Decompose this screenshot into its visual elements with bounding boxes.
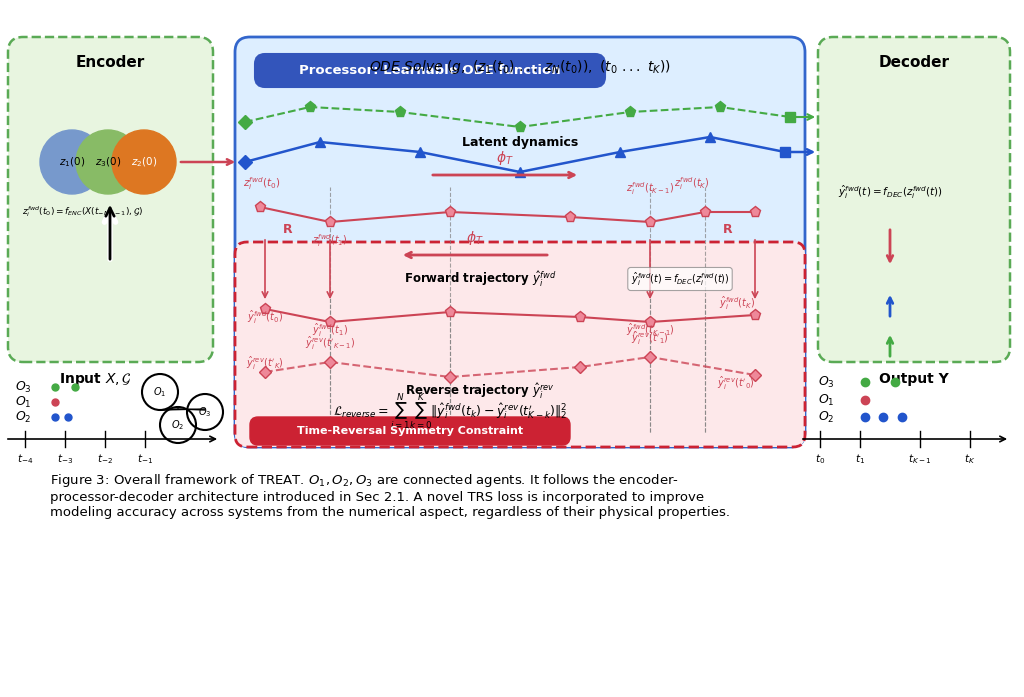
- Text: Time-Reversal Symmetry Constraint: Time-Reversal Symmetry Constraint: [297, 426, 523, 436]
- Text: $\hat{y}_i^{fwd}(t) = f_{DEC}(z_i^{fwd}(t))$: $\hat{y}_i^{fwd}(t) = f_{DEC}(z_i^{fwd}(…: [631, 270, 729, 288]
- Text: $\phi_T$: $\phi_T$: [466, 229, 484, 247]
- Text: $O_1$: $O_1$: [818, 392, 835, 408]
- Text: $t_{-2}$: $t_{-2}$: [97, 452, 113, 466]
- Text: $z_3(0)$: $z_3(0)$: [95, 155, 121, 169]
- Text: $t_1$: $t_1$: [855, 452, 865, 466]
- Text: $z_i^{fwd}(t_1)$: $z_i^{fwd}(t_1)$: [312, 232, 348, 249]
- FancyBboxPatch shape: [234, 37, 805, 447]
- Text: $z_2(0)$: $z_2(0)$: [131, 155, 157, 169]
- Text: $t_K$: $t_K$: [965, 452, 976, 466]
- Text: $\hat{y}_i^{fwd}(t) = f_{DEC}(z_i^{fwd}(t))$: $\hat{y}_i^{fwd}(t) = f_{DEC}(z_i^{fwd}(…: [838, 183, 942, 201]
- Text: $\hat{y}_i^{fwd}(t_{K-1})$: $\hat{y}_i^{fwd}(t_{K-1})$: [626, 322, 675, 339]
- Text: $z_i^{fwd}(t_{K-1})$: $z_i^{fwd}(t_{K-1})$: [626, 181, 674, 197]
- Text: $t_{-4}$: $t_{-4}$: [16, 452, 33, 466]
- Text: Input $X, \mathcal{G}$: Input $X, \mathcal{G}$: [58, 371, 131, 388]
- Text: $t_{-1}$: $t_{-1}$: [137, 452, 153, 466]
- Text: $\hat{y}_i^{fwd}(t_1)$: $\hat{y}_i^{fwd}(t_1)$: [312, 322, 348, 339]
- Text: Output Y: Output Y: [880, 372, 949, 386]
- Text: $O_1$: $O_1$: [154, 385, 167, 399]
- Text: $O_1$: $O_1$: [15, 395, 32, 410]
- Text: $t_0$: $t_0$: [815, 452, 825, 466]
- Text: Reverse trajectory $\hat{y}_i^{rev}$: Reverse trajectory $\hat{y}_i^{rev}$: [406, 382, 555, 401]
- Text: $\hat{y}_i^{rev}(t'_0)$: $\hat{y}_i^{rev}(t'_0)$: [717, 375, 755, 392]
- Text: $\hat{y}_i^{rev}(t'_{K-1})$: $\hat{y}_i^{rev}(t'_{K-1})$: [305, 335, 355, 352]
- Text: Latent dynamics: Latent dynamics: [462, 135, 579, 148]
- Text: $O_2$: $O_2$: [15, 409, 32, 424]
- Text: $ODE\ Solve\ (g,\ (z_1(t_0)\ ...\ z_N(t_0)),\ (t_0\ ...\ t_K))$: $ODE\ Solve\ (g,\ (z_1(t_0)\ ...\ z_N(t_…: [369, 58, 671, 76]
- Text: $\hat{y}_i^{rev}(t'_K)$: $\hat{y}_i^{rev}(t'_K)$: [246, 355, 284, 372]
- Text: $t_{-3}$: $t_{-3}$: [57, 452, 73, 466]
- FancyBboxPatch shape: [255, 54, 605, 87]
- Text: $z_1(0)$: $z_1(0)$: [59, 155, 85, 169]
- Circle shape: [112, 130, 176, 194]
- Text: Forward trajectory $\hat{y}_i^{fwd}$: Forward trajectory $\hat{y}_i^{fwd}$: [403, 269, 556, 289]
- Text: $O_3$: $O_3$: [199, 405, 212, 419]
- Text: R: R: [284, 222, 293, 236]
- Text: $O_3$: $O_3$: [15, 379, 32, 395]
- Text: $z_i^{fwd}(t_K)$: $z_i^{fwd}(t_K)$: [675, 175, 710, 192]
- Text: $z_i^{fwd}(t_0)$: $z_i^{fwd}(t_0)$: [244, 175, 281, 192]
- Text: R: R: [723, 222, 733, 236]
- Text: $\hat{y}_i^{fwd}(t_K)$: $\hat{y}_i^{fwd}(t_K)$: [719, 295, 755, 312]
- Text: $\mathcal{L}_{reverse} = \sum_{i=1}^{N}\sum_{k=0}^{K}\|\hat{y}_i^{fwd}(t_k) - \h: $\mathcal{L}_{reverse} = \sum_{i=1}^{N}\…: [333, 392, 567, 432]
- FancyBboxPatch shape: [818, 37, 1010, 362]
- FancyBboxPatch shape: [250, 417, 570, 445]
- Text: Decoder: Decoder: [879, 55, 949, 70]
- Text: $\phi_T$: $\phi_T$: [496, 149, 514, 167]
- Circle shape: [76, 130, 140, 194]
- Text: $\hat{y}_i^{fwd}(t_0)$: $\hat{y}_i^{fwd}(t_0)$: [247, 309, 283, 326]
- FancyBboxPatch shape: [8, 37, 213, 362]
- Text: Processor: Learnable ODE function: Processor: Learnable ODE function: [299, 64, 561, 77]
- Text: $O_2$: $O_2$: [171, 418, 184, 432]
- Text: Figure 3: Overall framework of TREAT. $O_1, O_2, O_3$ are connected agents. It f: Figure 3: Overall framework of TREAT. $O…: [50, 472, 730, 519]
- Circle shape: [40, 130, 104, 194]
- Text: $\hat{y}_i^{rev}(t'_1)$: $\hat{y}_i^{rev}(t'_1)$: [631, 330, 669, 347]
- Text: Encoder: Encoder: [76, 55, 145, 70]
- Text: $O_2$: $O_2$: [818, 409, 835, 424]
- Text: $z_i^{fwd}(t_0)=f_{ENC}(X(t_{-M:-1}),\mathcal{G})$: $z_i^{fwd}(t_0)=f_{ENC}(X(t_{-M:-1}),\ma…: [23, 204, 143, 220]
- Text: $t_{K-1}$: $t_{K-1}$: [908, 452, 932, 466]
- Text: $O_3$: $O_3$: [818, 374, 835, 390]
- FancyBboxPatch shape: [234, 242, 805, 447]
